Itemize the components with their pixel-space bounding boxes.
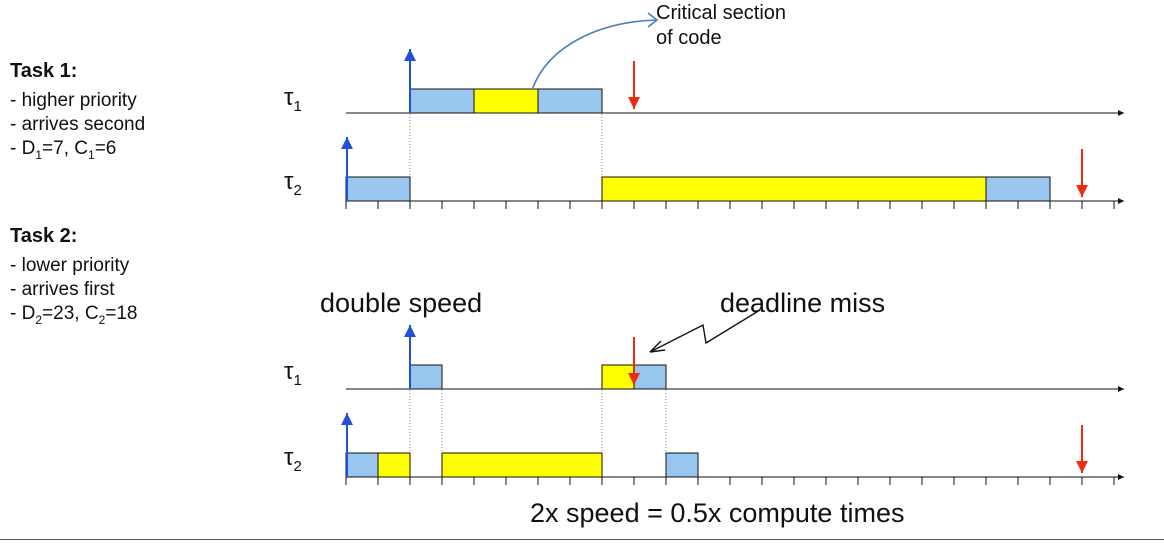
top-tau1-block-normal [537,88,603,114]
task2-priority: - lower priority [10,255,130,276]
task1-d-value: =7 [42,138,64,159]
top-tau1-symbol: τ [284,84,294,111]
bottom-tau2-block-normal [665,452,699,478]
task2-c-symbol: C [84,303,99,324]
bottom-tau2-symbol: τ [284,444,294,471]
bottom-tau1-block-normal [409,364,443,390]
top-tau1-block-critical [473,88,539,114]
task2-title: Task 2: [10,225,78,247]
task1-params-prefix: - [10,138,22,159]
bottom-tau1-symbol: τ [284,358,294,385]
bottom-tau2-block-critical [441,452,603,478]
task1-params: - D1=7, C1=6 [10,138,116,162]
top-tau2-symbol: τ [284,168,294,195]
task2-d-symbol: D [21,303,36,324]
task1-d-symbol: D [21,138,36,159]
deadline-miss-pointer [649,309,761,353]
task1-c-symbol: C [74,138,88,159]
task2-c-value: =18 [105,303,138,324]
top-tau2-block-normal [345,176,411,202]
task1-d-subscript: 1 [35,147,43,162]
task1-arrival: - arrives second [10,114,146,135]
critical-section-pointer [531,19,657,91]
task1-c-value: =6 [94,138,117,159]
bottom-tau1-block-critical [601,364,635,390]
deadline-miss-pointer-head [649,340,666,353]
task2-params: - D2=23, C2=18 [10,303,137,327]
task2-params-prefix: - [10,303,22,324]
top-tau2-label: τ2 [284,168,302,199]
task2-arrival: - arrives first [10,279,115,300]
bottom-tau2-label: τ2 [284,444,302,475]
critical-section-label-line1: Critical section [656,2,787,24]
bottom-tau1-subscript: 1 [293,371,302,389]
bottom-tau2-subscript: 2 [293,457,302,475]
bottom-rule [0,539,1164,540]
task2-params-separator: , [74,303,85,324]
task2-d-subscript: 2 [35,312,43,327]
bottom-tau2-block-normal [345,452,379,478]
double-speed-label: double speed [320,288,483,318]
top-time-ticks [345,201,1115,209]
top-tau2-subscript: 2 [293,181,302,199]
bottom-tau1-block-normal [633,364,667,390]
release-deadline-arrows [341,49,1088,477]
top-tau1-subscript: 1 [293,97,302,115]
bottom-tau2-block-critical [377,452,411,478]
execution-blocks [345,88,1051,478]
footer-caption: 2x speed = 0.5x compute times [530,498,905,528]
critical-section-pointer-head [647,12,659,28]
task1-title: Task 1: [10,60,78,82]
top-tau2-block-critical [601,176,987,202]
top-tau1-block-normal [409,88,475,114]
critical-section-label-line2: of code [656,27,722,49]
bottom-time-ticks [345,477,1115,485]
task1-params-separator: , [63,138,75,159]
task1-priority: - higher priority [10,90,137,111]
top-tau1-label: τ1 [284,84,302,115]
top-tau2-block-normal [985,176,1051,202]
task1-c-subscript: 1 [88,147,95,162]
task2-d-value: =23 [42,303,75,324]
deadline-miss-label: deadline miss [720,288,886,318]
task2-c-subscript: 2 [98,312,106,327]
bottom-tau1-label: τ1 [284,358,302,389]
